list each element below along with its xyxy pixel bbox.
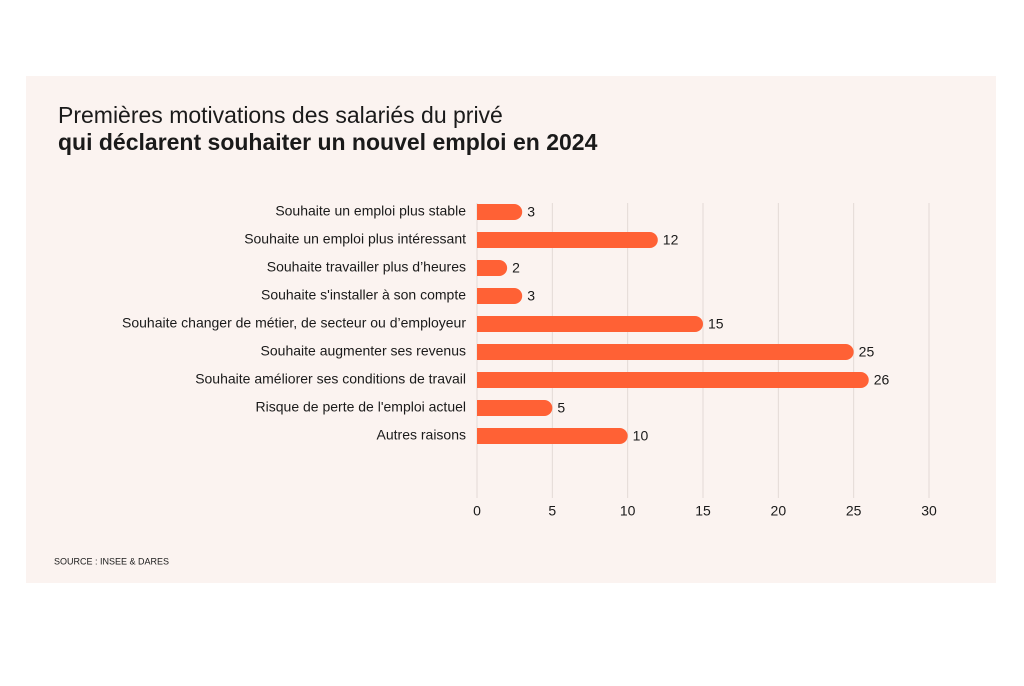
- value-label: 10: [633, 428, 649, 444]
- bar: [477, 400, 553, 416]
- y-tick-label: Souhaite améliorer ses conditions de tra…: [195, 371, 466, 387]
- y-tick-label: Souhaite un emploi plus intéressant: [244, 231, 466, 247]
- chart-title: qui déclarent souhaiter un nouvel emploi…: [58, 129, 598, 155]
- x-tick-label: 15: [695, 503, 711, 519]
- x-tick-label: 25: [846, 503, 862, 519]
- y-tick-label: Souhaite changer de métier, de secteur o…: [122, 315, 466, 331]
- y-tick-label: Souhaite augmenter ses revenus: [261, 343, 466, 359]
- bar: [477, 344, 854, 360]
- value-label: 12: [663, 232, 679, 248]
- x-tick-label: 0: [473, 503, 481, 519]
- value-label: 26: [874, 372, 890, 388]
- value-label: 2: [512, 260, 520, 276]
- bar: [477, 260, 508, 276]
- value-label: 3: [527, 204, 535, 220]
- bar: [477, 316, 703, 332]
- x-tick-label: 20: [771, 503, 787, 519]
- value-label: 5: [557, 400, 565, 416]
- bar: [477, 232, 658, 248]
- bar: [477, 288, 523, 304]
- y-tick-label: Souhaite travailler plus d’heures: [267, 259, 466, 275]
- value-label: 15: [708, 316, 724, 332]
- chart-title: Premières motivations des salariés du pr…: [58, 102, 503, 128]
- y-tick-label: Souhaite un emploi plus stable: [275, 203, 466, 219]
- y-tick-label: Risque de perte de l'emploi actuel: [256, 399, 466, 415]
- bar: [477, 204, 523, 220]
- value-label: 3: [527, 288, 535, 304]
- bar: [477, 428, 628, 444]
- value-label: 25: [859, 344, 875, 360]
- y-tick-label: Autres raisons: [377, 427, 466, 443]
- x-tick-label: 10: [620, 503, 636, 519]
- x-tick-label: 30: [921, 503, 937, 519]
- source: SOURCE : INSEE & DARES: [54, 556, 169, 566]
- y-tick-label: Souhaite s'installer à son compte: [261, 287, 466, 303]
- x-tick-label: 5: [548, 503, 556, 519]
- bar: [477, 372, 869, 388]
